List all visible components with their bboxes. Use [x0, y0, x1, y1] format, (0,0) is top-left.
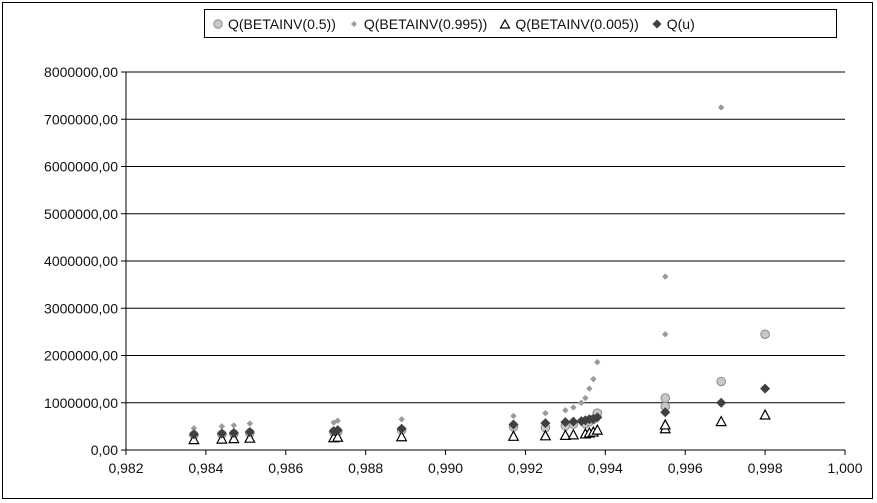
data-point: [562, 407, 569, 414]
data-point: [662, 331, 669, 338]
x-tick-label: 0,998: [748, 460, 783, 476]
x-tick-label: 0,990: [428, 460, 463, 476]
x-tick-label: 0,992: [508, 460, 543, 476]
x-tick-label: 0,996: [668, 460, 703, 476]
data-point: [662, 273, 669, 280]
data-point: [334, 417, 341, 424]
y-tick-label: 5000000,00: [44, 206, 118, 222]
data-point: [715, 415, 727, 427]
data-point: [395, 430, 408, 442]
data-point: [559, 429, 572, 440]
data-point: [542, 409, 549, 417]
small-diamond-marker-icon: [350, 20, 357, 27]
data-point: [244, 431, 256, 443]
data-point: [760, 329, 770, 340]
x-tick-label: 0,986: [268, 460, 303, 476]
data-point: [508, 419, 519, 430]
data-point: [567, 428, 580, 440]
legend: Q(BETAINV(0.5)) Q(BETAINV(0.995)) Q(BETA…: [204, 9, 837, 38]
data-point: [570, 404, 577, 411]
data-point: [760, 383, 771, 394]
triangle-marker-icon: [499, 18, 511, 29]
data-point: [586, 385, 593, 392]
data-point: [540, 418, 551, 429]
y-tick-label: 8000000,00: [44, 64, 118, 80]
circle-marker-icon: [213, 18, 223, 29]
data-point: [218, 423, 226, 430]
data-point: [507, 430, 520, 441]
x-tick-label: 0,982: [108, 460, 143, 476]
data-point: [716, 397, 727, 408]
data-point: [716, 376, 726, 387]
data-point: [659, 418, 672, 430]
y-tick-label: 1000000,00: [44, 395, 118, 411]
data-point: [331, 430, 344, 442]
y-tick-label: 3000000,00: [44, 300, 118, 316]
x-tick-label: 1,000: [827, 460, 862, 476]
data-point: [246, 420, 254, 427]
data-point: [398, 416, 405, 423]
data-point: [539, 429, 552, 441]
data-point: [244, 427, 255, 438]
data-point: [510, 412, 517, 420]
data-point: [591, 423, 604, 435]
y-tick-label: 0,00: [91, 442, 118, 458]
legend-item-betainv-05: Q(BETAINV(0.5)): [212, 16, 336, 32]
legend-item-qu: Q(u): [651, 16, 695, 32]
data-point: [578, 399, 585, 406]
data-point: [568, 416, 579, 427]
y-tick-label: 4000000,00: [44, 253, 118, 269]
legend-item-betainv-0995: Q(BETAINV(0.995)): [348, 16, 487, 32]
data-point: [660, 407, 671, 418]
data-point: [216, 432, 228, 444]
legend-label: Q(BETAINV(0.5)): [228, 15, 336, 32]
diamond-marker-icon: [652, 19, 662, 28]
data-point: [759, 408, 771, 420]
data-point: [230, 422, 238, 429]
y-tick-label: 6000000,00: [44, 159, 118, 175]
data-point: [228, 427, 239, 438]
legend-label: Q(u): [666, 15, 695, 32]
data-point: [592, 412, 603, 423]
data-point: [190, 425, 198, 432]
data-point: [188, 429, 199, 440]
data-point: [582, 394, 589, 402]
y-tick-label: 2000000,00: [44, 348, 118, 364]
data-point: [332, 425, 343, 436]
data-point: [590, 375, 597, 383]
x-tick-label: 0,984: [188, 460, 223, 476]
data-point: [216, 428, 227, 439]
data-point: [717, 104, 725, 111]
data-point: [228, 432, 240, 444]
x-tick-label: 0,994: [588, 460, 623, 476]
legend-label: Q(BETAINV(0.005)): [515, 15, 639, 32]
legend-label: Q(BETAINV(0.995)): [363, 15, 488, 32]
data-point: [660, 393, 671, 403]
data-point: [560, 417, 571, 428]
x-tick-label: 0,988: [348, 460, 383, 476]
data-point: [396, 423, 407, 434]
legend-item-betainv-0005: Q(BETAINV(0.005)): [499, 15, 639, 32]
y-tick-label: 7000000,00: [44, 111, 118, 127]
data-point: [594, 358, 601, 366]
